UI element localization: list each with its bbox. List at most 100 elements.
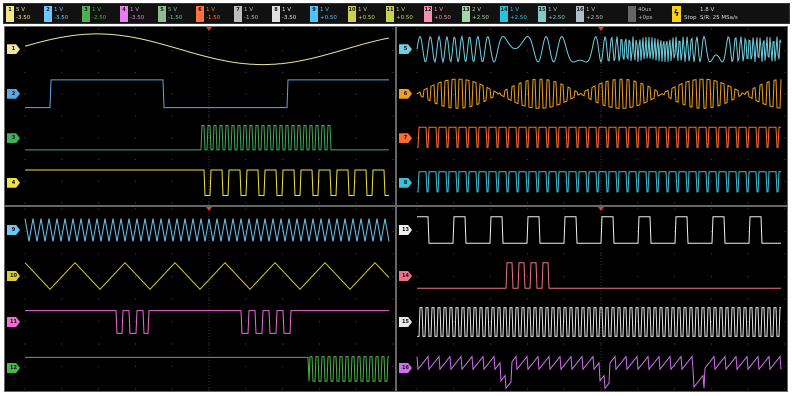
channel-ground-marker[interactable]: 14 [399, 271, 412, 281]
trigger-position-marker[interactable] [598, 27, 604, 31]
channel-12-scale: 1 V [434, 7, 444, 13]
channel-3-scale: 1 V [92, 7, 102, 13]
trace-9 [24, 218, 390, 242]
trigger-position-marker[interactable] [598, 207, 604, 211]
channel-ground-marker[interactable]: 1 [7, 44, 20, 55]
channel-14-badge: 14 [500, 6, 508, 22]
channel-8-scale: 1 V [282, 7, 292, 13]
channel-11-scale: 1 V [396, 7, 406, 13]
graticule [24, 27, 394, 205]
channel-ground-marker[interactable]: 9 [7, 225, 20, 235]
channel-ground-marker[interactable]: 2 [7, 88, 20, 99]
channel-10-badge: 10 [348, 6, 356, 22]
waveform-canvas [24, 207, 394, 391]
channel-3-badge: 3 [82, 6, 90, 22]
trace-3 [25, 125, 389, 151]
waveform-pane-bottom-left[interactable]: 9 10 11 12 [4, 206, 396, 392]
channel-2-scale: 1 V [54, 7, 64, 13]
timebase-badge [628, 6, 636, 22]
waveform-pane-top-left[interactable]: 1 2 3 4 [4, 26, 396, 206]
channel-16-badge: 16 [576, 6, 584, 22]
trigger-icon: ϟ [672, 6, 681, 22]
channel-9-offset: +0.50 [320, 15, 337, 21]
trace-4 [25, 169, 389, 196]
trigger-level: 1.8 V [700, 7, 715, 13]
channel-14-setting[interactable]: 14 1 V +2.50 [500, 5, 530, 23]
channel-11-setting[interactable]: 11 1 V +0.50 [386, 5, 416, 23]
channel-ground-marker[interactable]: 11 [7, 317, 20, 327]
timebase-setting[interactable]: 40us +0ps [628, 5, 662, 23]
channel-ground-marker[interactable]: 16 [399, 363, 412, 373]
waveform-pane-bottom-right[interactable]: 13 14 15 16 [396, 206, 788, 392]
waveform-canvas [24, 27, 394, 205]
channel-11-offset: +0.50 [396, 15, 413, 21]
channel-1-offset: -3.50 [16, 15, 31, 21]
channel-13-setting[interactable]: 13 2 V +2.50 [462, 5, 492, 23]
trace-8 [417, 171, 781, 193]
run-mode: Stop [684, 15, 697, 21]
channel-ground-marker[interactable]: 10 [7, 271, 20, 281]
channel-7-offset: -1.50 [244, 15, 259, 21]
trace-6 [416, 78, 782, 109]
channel-1-scale: 5 V [16, 7, 26, 13]
channel-ground-marker[interactable]: 5 [399, 44, 412, 55]
channel-ground-marker[interactable]: 3 [7, 133, 20, 144]
channel-16-setting[interactable]: 16 1 V +2.50 [576, 5, 606, 23]
acquisition-status: Stop S/R: 25 MSa/s [684, 15, 738, 21]
channel-ground-marker[interactable]: 15 [399, 317, 412, 327]
channel-6-badge: 6 [196, 6, 204, 22]
channel-14-offset: +2.50 [510, 15, 527, 21]
channel-16-offset: +2.50 [586, 15, 603, 21]
channel-10-setting[interactable]: 10 1 V +0.50 [348, 5, 378, 23]
channel-15-setting[interactable]: 15 1 V +2.50 [538, 5, 568, 23]
trace-13 [417, 216, 781, 244]
trace-10 [24, 261, 390, 291]
waveform-canvas [416, 27, 786, 205]
channel-7-scale: 1 V [244, 7, 254, 13]
trigger-setting[interactable]: ϟ 1.8 V Stop S/R: 25 MSa/s [672, 5, 782, 23]
trigger-position-marker[interactable] [206, 207, 212, 211]
channel-ground-marker[interactable]: 7 [399, 133, 412, 144]
waveform-pane-top-right[interactable]: 5 6 7 8 [396, 26, 788, 206]
trace-14 [417, 262, 781, 289]
channel-1-badge: 1 [6, 6, 14, 22]
channel-10-offset: +0.50 [358, 15, 375, 21]
channel-2-badge: 2 [44, 6, 52, 22]
channel-6-scale: 1 V [206, 7, 216, 13]
channel-8-badge: 8 [272, 6, 280, 22]
graticule [416, 27, 786, 205]
channel-3-offset: -2.50 [92, 15, 107, 21]
channel-5-badge: 5 [158, 6, 166, 22]
channel-15-offset: +2.50 [548, 15, 565, 21]
sample-rate: S/R: 25 MSa/s [700, 15, 738, 21]
channel-13-scale: 2 V [472, 7, 482, 13]
trace-2 [25, 79, 389, 109]
trace-7 [417, 126, 781, 148]
channel-12-badge: 12 [424, 6, 432, 22]
trigger-position-marker[interactable] [206, 27, 212, 31]
channel-11-badge: 11 [386, 6, 394, 22]
channel-ground-marker[interactable]: 8 [399, 177, 412, 188]
channel-4-badge: 4 [120, 6, 128, 22]
timebase-scale: 40us [638, 7, 652, 13]
channel-ground-marker[interactable]: 13 [399, 225, 412, 235]
trace-16 [416, 355, 782, 390]
channel-ground-marker[interactable]: 12 [7, 363, 20, 373]
channel-12-setting[interactable]: 12 1 V +0.50 [424, 5, 454, 23]
channel-ground-marker[interactable]: 6 [399, 88, 412, 99]
channel-4-offset: -3.50 [130, 15, 145, 21]
channel-4-scale: 1 V [130, 7, 140, 13]
channel-5-scale: 5 V [168, 7, 178, 13]
channel-8-offset: -3.50 [282, 15, 297, 21]
channel-ground-marker[interactable]: 4 [7, 177, 20, 188]
